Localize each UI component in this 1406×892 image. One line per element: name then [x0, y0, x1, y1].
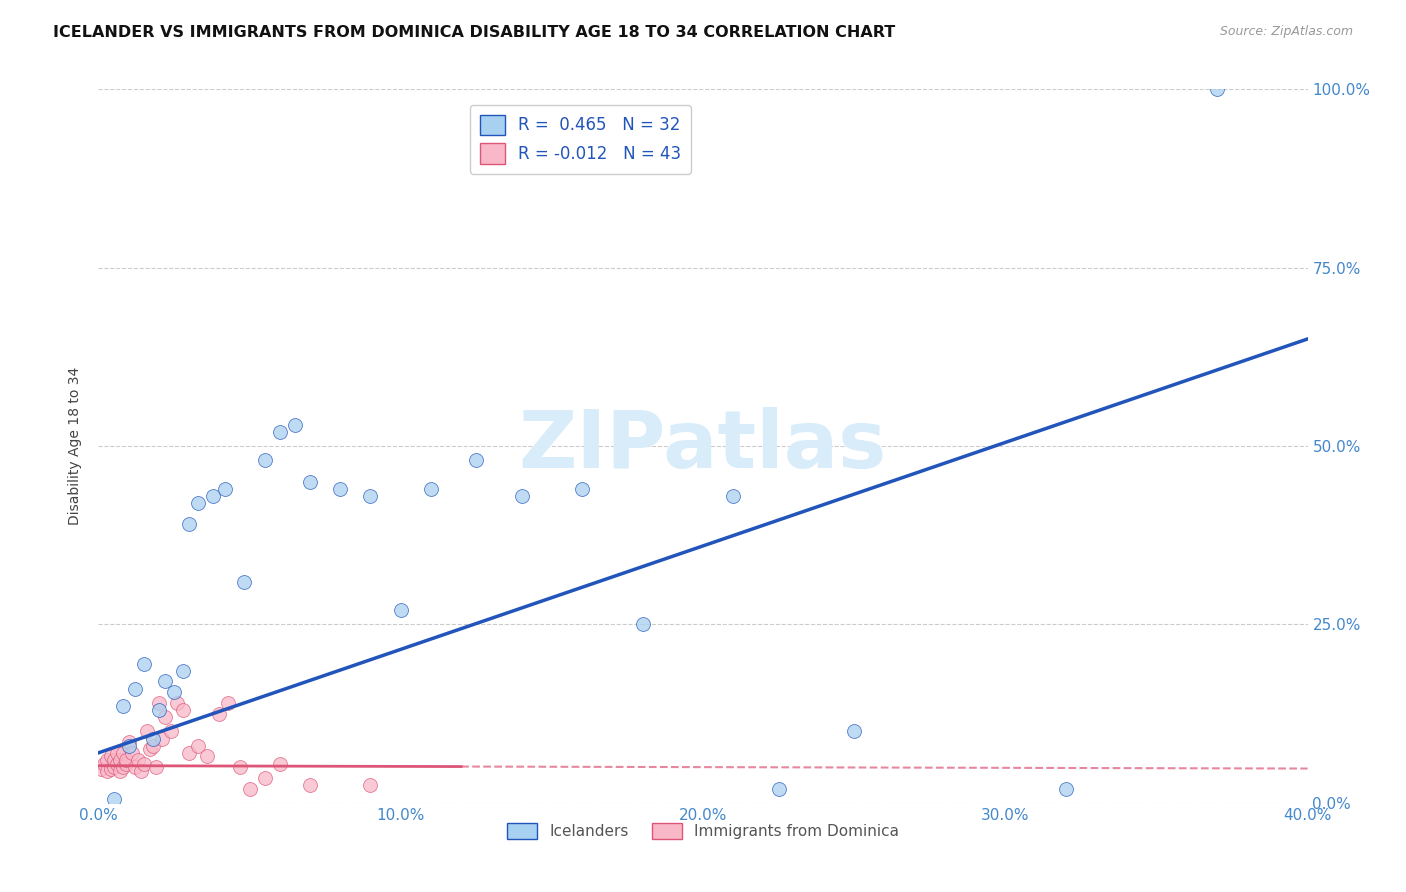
Point — [105, 746, 128, 760]
Point — [420, 482, 443, 496]
Point — [108, 753, 131, 767]
Point — [768, 781, 790, 796]
Point — [114, 756, 136, 771]
Point — [90, 762, 112, 776]
Point — [195, 749, 218, 764]
Point — [571, 482, 593, 496]
Point — [465, 453, 488, 467]
Point — [129, 764, 152, 778]
Point — [124, 681, 146, 696]
Point — [214, 482, 236, 496]
Point — [111, 746, 134, 760]
Point — [360, 489, 382, 503]
Point — [121, 746, 143, 760]
Point — [299, 475, 322, 489]
Point — [103, 753, 125, 767]
Point — [132, 657, 155, 671]
Point — [93, 756, 115, 771]
Point — [187, 496, 209, 510]
Point — [105, 756, 128, 771]
Point — [145, 760, 167, 774]
Point — [299, 778, 322, 792]
Point — [187, 739, 209, 753]
Point — [111, 760, 134, 774]
Point — [103, 792, 125, 806]
Point — [111, 699, 134, 714]
Point — [217, 696, 239, 710]
Point — [631, 617, 654, 632]
Point — [166, 696, 188, 710]
Legend: Icelanders, Immigrants from Dominica: Icelanders, Immigrants from Dominica — [501, 817, 905, 845]
Point — [208, 706, 231, 721]
Point — [108, 764, 131, 778]
Text: ZIPatlas: ZIPatlas — [519, 407, 887, 485]
Point — [269, 756, 291, 771]
Y-axis label: Disability Age 18 to 34: Disability Age 18 to 34 — [69, 367, 83, 525]
Point — [124, 760, 146, 774]
Point — [232, 574, 254, 589]
Point — [114, 753, 136, 767]
Point — [253, 771, 276, 785]
Point — [844, 724, 866, 739]
Point — [172, 664, 194, 678]
Point — [172, 703, 194, 717]
Point — [284, 417, 307, 432]
Point — [202, 489, 225, 503]
Point — [118, 735, 141, 749]
Point — [100, 749, 122, 764]
Point — [148, 696, 170, 710]
Point — [179, 746, 201, 760]
Point — [179, 517, 201, 532]
Point — [139, 742, 162, 756]
Point — [1206, 82, 1229, 96]
Point — [132, 756, 155, 771]
Point — [96, 753, 118, 767]
Point — [142, 739, 165, 753]
Point — [239, 781, 262, 796]
Point — [118, 739, 141, 753]
Point — [103, 760, 125, 774]
Point — [723, 489, 745, 503]
Point — [153, 710, 176, 724]
Point — [148, 703, 170, 717]
Point — [153, 674, 176, 689]
Point — [163, 685, 186, 699]
Point — [360, 778, 382, 792]
Point — [329, 482, 352, 496]
Text: Source: ZipAtlas.com: Source: ZipAtlas.com — [1219, 25, 1353, 38]
Point — [96, 764, 118, 778]
Point — [269, 425, 291, 439]
Point — [135, 724, 157, 739]
Point — [150, 731, 173, 746]
Point — [229, 760, 252, 774]
Point — [142, 731, 165, 746]
Text: ICELANDER VS IMMIGRANTS FROM DOMINICA DISABILITY AGE 18 TO 34 CORRELATION CHART: ICELANDER VS IMMIGRANTS FROM DOMINICA DI… — [53, 25, 896, 40]
Point — [100, 762, 122, 776]
Point — [253, 453, 276, 467]
Point — [160, 724, 183, 739]
Point — [510, 489, 533, 503]
Point — [389, 603, 412, 617]
Point — [127, 753, 149, 767]
Point — [1054, 781, 1077, 796]
